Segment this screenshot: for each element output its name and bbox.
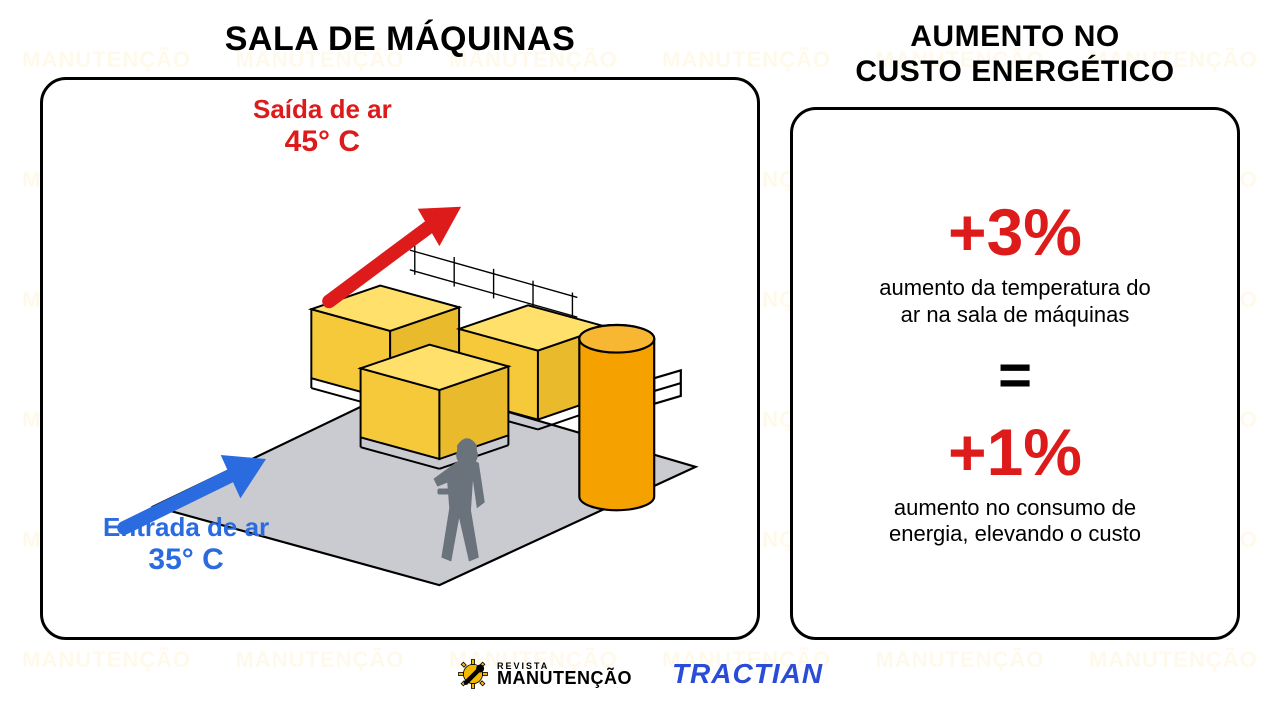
main-row: SALA DE MÁQUINAS Saída de ar 45° C xyxy=(40,20,1240,640)
stat2-desc: aumento no consumo de energia, elevando … xyxy=(870,495,1160,548)
inlet-text: Entrada de ar xyxy=(103,512,269,543)
content-wrapper: SALA DE MÁQUINAS Saída de ar 45° C xyxy=(0,0,1280,720)
air-outlet-label: Saída de ar 45° C xyxy=(253,94,392,159)
air-outlet-arrow xyxy=(329,207,461,302)
logo1-bottom: MANUTENÇÃO xyxy=(497,670,632,686)
right-title: AUMENTO NO CUSTO ENERGÉTICO xyxy=(790,20,1240,89)
left-title: SALA DE MÁQUINAS xyxy=(40,20,760,59)
right-title-line2: CUSTO ENERGÉTICO xyxy=(790,55,1240,90)
right-title-line1: AUMENTO NO xyxy=(790,20,1240,55)
gear-wrench-icon xyxy=(457,658,489,690)
outlet-text: Saída de ar xyxy=(253,94,392,125)
energy-cost-panel: +3% aumento da temperatura do ar na sala… xyxy=(790,107,1240,640)
left-column: SALA DE MÁQUINAS Saída de ar 45° C xyxy=(40,20,760,640)
inlet-temp: 35° C xyxy=(103,543,269,577)
air-inlet-label: Entrada de ar 35° C xyxy=(103,512,269,577)
footer-logos: REVISTA MANUTENÇÃO TRACTIAN xyxy=(40,640,1240,690)
cylinder-tank xyxy=(579,325,680,510)
outlet-temp: 45° C xyxy=(253,125,392,159)
stat1-desc: aumento da temperatura do ar na sala de … xyxy=(870,275,1160,328)
equals-sign: = xyxy=(998,342,1032,409)
logo1-text: REVISTA MANUTENÇÃO xyxy=(497,662,632,686)
machine-room-panel: Saída de ar 45° C xyxy=(40,77,760,640)
stat1-value: +3% xyxy=(948,199,1082,265)
right-column: AUMENTO NO CUSTO ENERGÉTICO +3% aumento … xyxy=(790,20,1240,640)
logo-revista-manutencao: REVISTA MANUTENÇÃO xyxy=(457,658,632,690)
logo-tractian: TRACTIAN xyxy=(672,658,823,690)
stat2-value: +1% xyxy=(948,419,1082,485)
